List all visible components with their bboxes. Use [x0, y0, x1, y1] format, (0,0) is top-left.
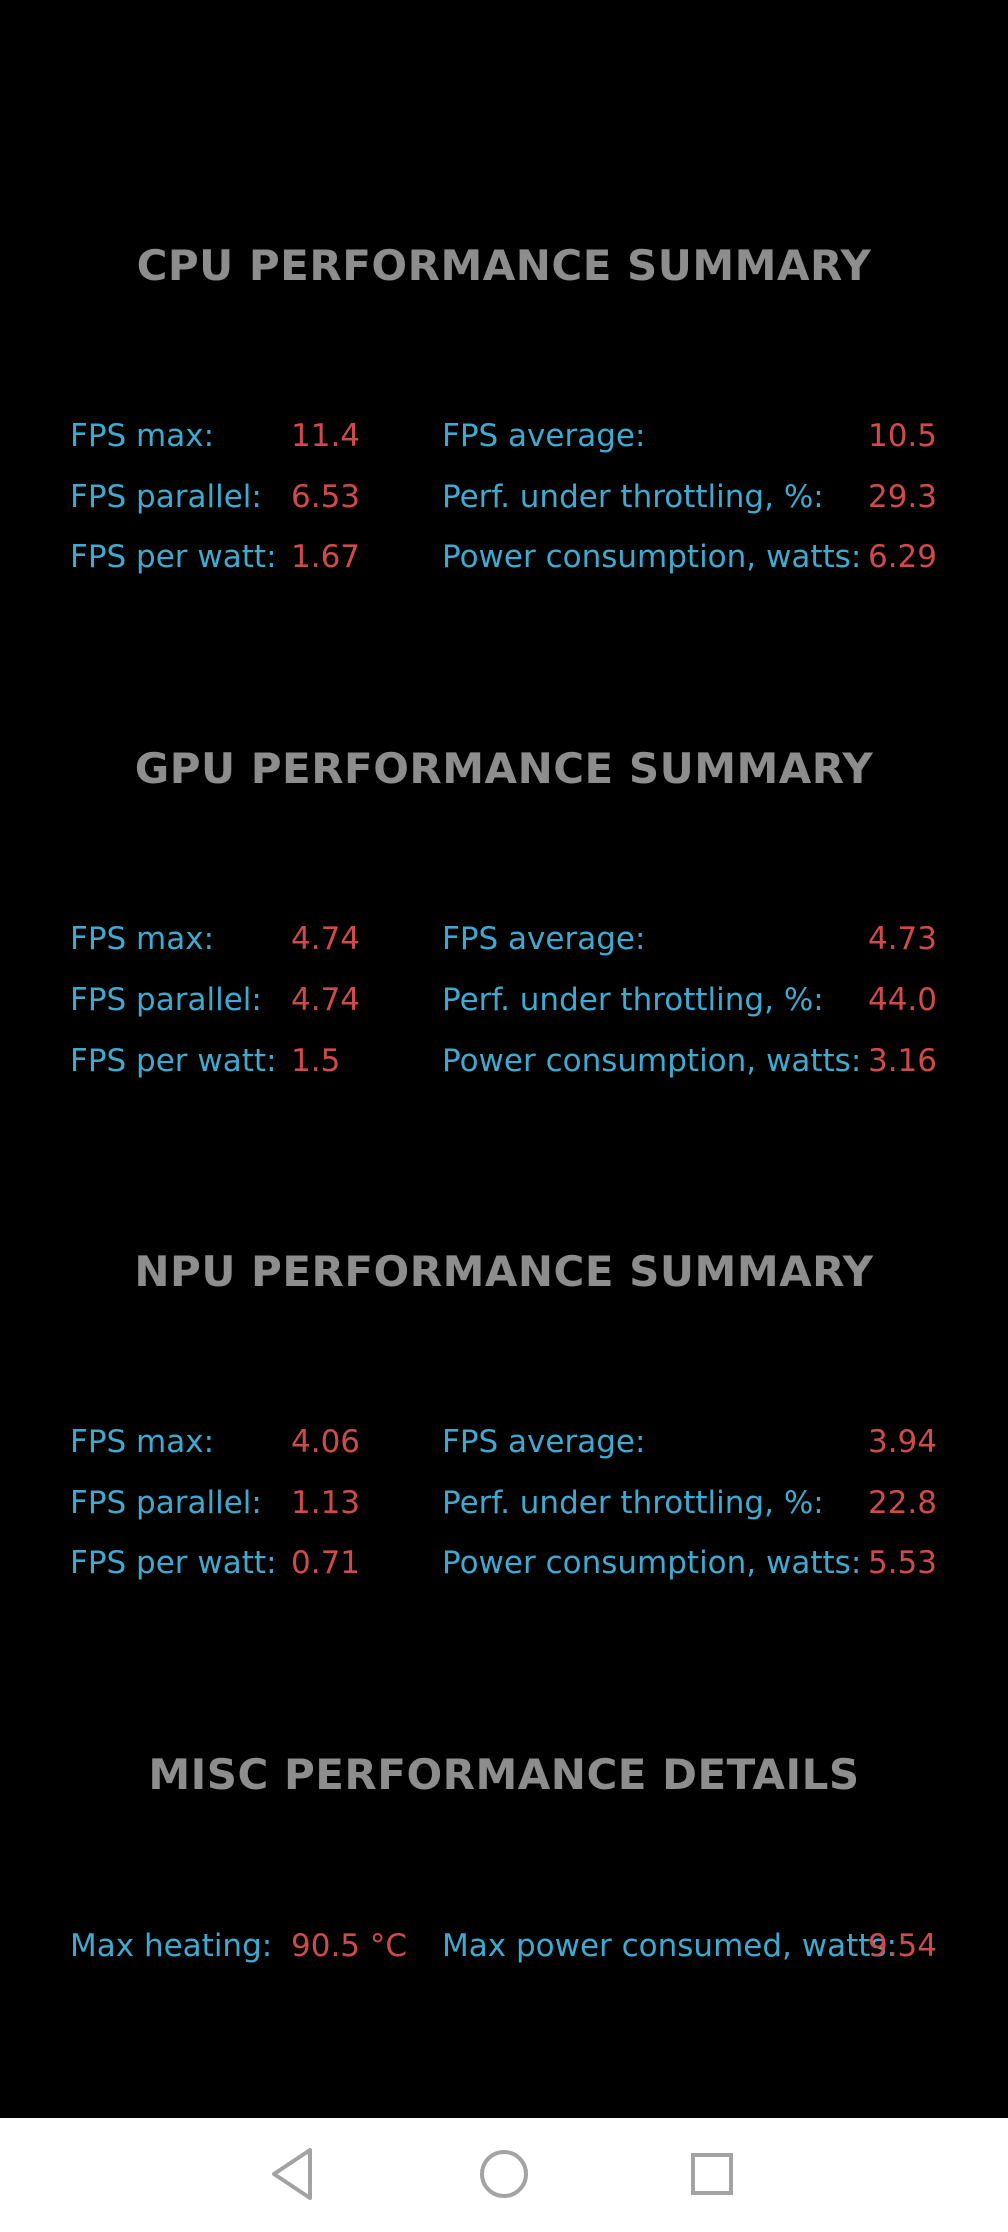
npu-fps-average-value: 3.94 — [867, 1424, 937, 1460]
gpu-row-3: FPS per watt: 1.5 Power consumption, wat… — [0, 1036, 1008, 1086]
back-triangle-icon — [272, 2148, 312, 2200]
npu-perf-throttling-label: Perf. under throttling, %: — [442, 1485, 824, 1521]
cpu-fps-max-value: 11.4 — [291, 418, 361, 454]
cpu-fps-parallel-label: FPS parallel: — [70, 479, 262, 515]
gpu-fps-parallel-value: 4.74 — [291, 982, 361, 1018]
gpu-perf-throttling-label: Perf. under throttling, %: — [442, 982, 824, 1018]
max-power-consumed-label: Max power consumed, watts: — [442, 1928, 897, 1964]
misc-section-title: MISC PERFORMANCE DETAILS — [148, 1750, 860, 1799]
gpu-fps-average-value: 4.73 — [867, 921, 937, 957]
max-heating-value: 90.5 °C — [291, 1928, 408, 1964]
gpu-fps-max-value: 4.74 — [291, 921, 361, 957]
npu-row-1: FPS max: 4.06 FPS average: 3.94 — [0, 1417, 1008, 1467]
gpu-perf-throttling-value: 44.0 — [867, 982, 937, 1018]
gpu-fps-per-watt-value: 1.5 — [291, 1043, 341, 1079]
npu-power-consumption-value: 5.53 — [867, 1545, 937, 1581]
npu-fps-per-watt-value: 0.71 — [291, 1545, 361, 1581]
cpu-section-title: CPU PERFORMANCE SUMMARY — [136, 241, 872, 290]
cpu-fps-parallel-value: 6.53 — [291, 479, 361, 515]
npu-fps-max-label: FPS max: — [70, 1424, 215, 1460]
cpu-row-2: FPS parallel: 6.53 Perf. under throttlin… — [0, 472, 1008, 522]
back-button[interactable] — [262, 2142, 326, 2206]
cpu-perf-throttling-label: Perf. under throttling, %: — [442, 479, 824, 515]
cpu-fps-average-value: 10.5 — [867, 418, 937, 454]
cpu-perf-throttling-value: 29.3 — [867, 479, 937, 515]
cpu-power-consumption-value: 6.29 — [867, 539, 937, 575]
gpu-fps-max-label: FPS max: — [70, 921, 215, 957]
home-circle-icon — [480, 2150, 528, 2198]
npu-fps-per-watt-label: FPS per watt: — [70, 1545, 277, 1581]
gpu-power-consumption-label: Power consumption, watts: — [442, 1043, 862, 1079]
gpu-fps-average-label: FPS average: — [442, 921, 646, 957]
cpu-row-3: FPS per watt: 1.67 Power consumption, wa… — [0, 532, 1008, 582]
npu-fps-average-label: FPS average: — [442, 1424, 646, 1460]
npu-power-consumption-label: Power consumption, watts: — [442, 1545, 862, 1581]
gpu-fps-per-watt-label: FPS per watt: — [70, 1043, 277, 1079]
cpu-fps-average-label: FPS average: — [442, 418, 646, 454]
max-power-consumed-value: 9.54 — [867, 1928, 937, 1964]
max-heating-label: Max heating: — [70, 1928, 273, 1964]
npu-fps-parallel-value: 1.13 — [291, 1485, 361, 1521]
npu-fps-max-value: 4.06 — [291, 1424, 361, 1460]
system-navigation-bar — [0, 2118, 1008, 2232]
cpu-row-1: FPS max: 11.4 FPS average: 10.5 — [0, 411, 1008, 461]
npu-fps-parallel-label: FPS parallel: — [70, 1485, 262, 1521]
gpu-section-title: GPU PERFORMANCE SUMMARY — [134, 744, 874, 793]
cpu-power-consumption-label: Power consumption, watts: — [442, 539, 862, 575]
npu-perf-throttling-value: 22.8 — [867, 1485, 937, 1521]
gpu-row-1: FPS max: 4.74 FPS average: 4.73 — [0, 914, 1008, 964]
recents-button[interactable] — [680, 2142, 744, 2206]
cpu-fps-per-watt-label: FPS per watt: — [70, 539, 277, 575]
npu-row-3: FPS per watt: 0.71 Power consumption, wa… — [0, 1538, 1008, 1588]
gpu-fps-parallel-label: FPS parallel: — [70, 982, 262, 1018]
gpu-power-consumption-value: 3.16 — [867, 1043, 937, 1079]
gpu-row-2: FPS parallel: 4.74 Perf. under throttlin… — [0, 975, 1008, 1025]
npu-section-title: NPU PERFORMANCE SUMMARY — [134, 1247, 874, 1296]
home-button[interactable] — [472, 2142, 536, 2206]
cpu-fps-max-label: FPS max: — [70, 418, 215, 454]
npu-row-2: FPS parallel: 1.13 Perf. under throttlin… — [0, 1478, 1008, 1528]
cpu-fps-per-watt-value: 1.67 — [291, 539, 361, 575]
recents-square-icon — [691, 2153, 733, 2195]
misc-row-1: Max heating: 90.5 °C Max power consumed,… — [0, 1921, 1008, 1971]
